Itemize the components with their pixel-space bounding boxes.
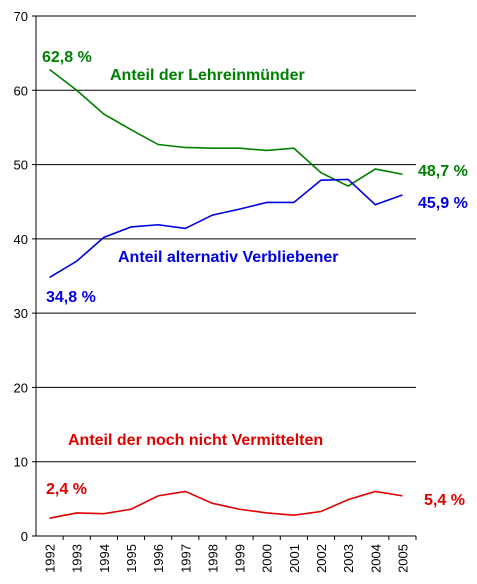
x-tick-label: 1999 <box>233 544 248 573</box>
y-tick-label: 40 <box>14 232 28 247</box>
y-tick-label: 0 <box>21 529 28 544</box>
x-tick-label: 1995 <box>124 544 139 573</box>
y-tick-label: 50 <box>14 158 28 173</box>
x-tick-label: 1998 <box>205 544 220 573</box>
series-line <box>49 68 403 188</box>
x-tick-label: 2004 <box>368 544 383 573</box>
value-annotation: 2,4 % <box>46 481 87 498</box>
series-label: Anteil der Lehreinmünder <box>110 67 305 84</box>
value-annotation: 45,9 % <box>418 195 468 212</box>
value-annotation: 5,4 % <box>424 492 465 509</box>
y-tick-label: 70 <box>14 9 28 24</box>
series-line <box>49 490 403 519</box>
x-tick-label: 1996 <box>151 544 166 573</box>
x-tick-label: 2000 <box>260 544 275 573</box>
x-tick-label: 2001 <box>287 544 302 573</box>
x-tick-label: 2003 <box>341 544 356 573</box>
x-tick-label: 1992 <box>43 544 58 573</box>
value-annotation: 34,8 % <box>46 289 96 306</box>
y-tick-label: 60 <box>14 83 28 98</box>
x-tick-label: 1997 <box>178 544 193 573</box>
value-annotation: 48,7 % <box>418 163 468 180</box>
x-tick-label: 1993 <box>70 544 85 573</box>
series-line <box>49 178 403 279</box>
x-tick-label: 1994 <box>97 544 112 573</box>
y-tick-label: 30 <box>14 306 28 321</box>
x-tick-label: 2005 <box>395 544 410 573</box>
y-tick-label: 20 <box>14 380 28 395</box>
x-tick-label: 2002 <box>314 544 329 573</box>
series-label: Anteil alternativ Verbliebener <box>118 249 339 266</box>
y-tick-label: 10 <box>14 455 28 470</box>
series-label: Anteil der noch nicht Vermittelten <box>68 432 323 449</box>
value-annotation: 62,8 % <box>42 49 92 66</box>
